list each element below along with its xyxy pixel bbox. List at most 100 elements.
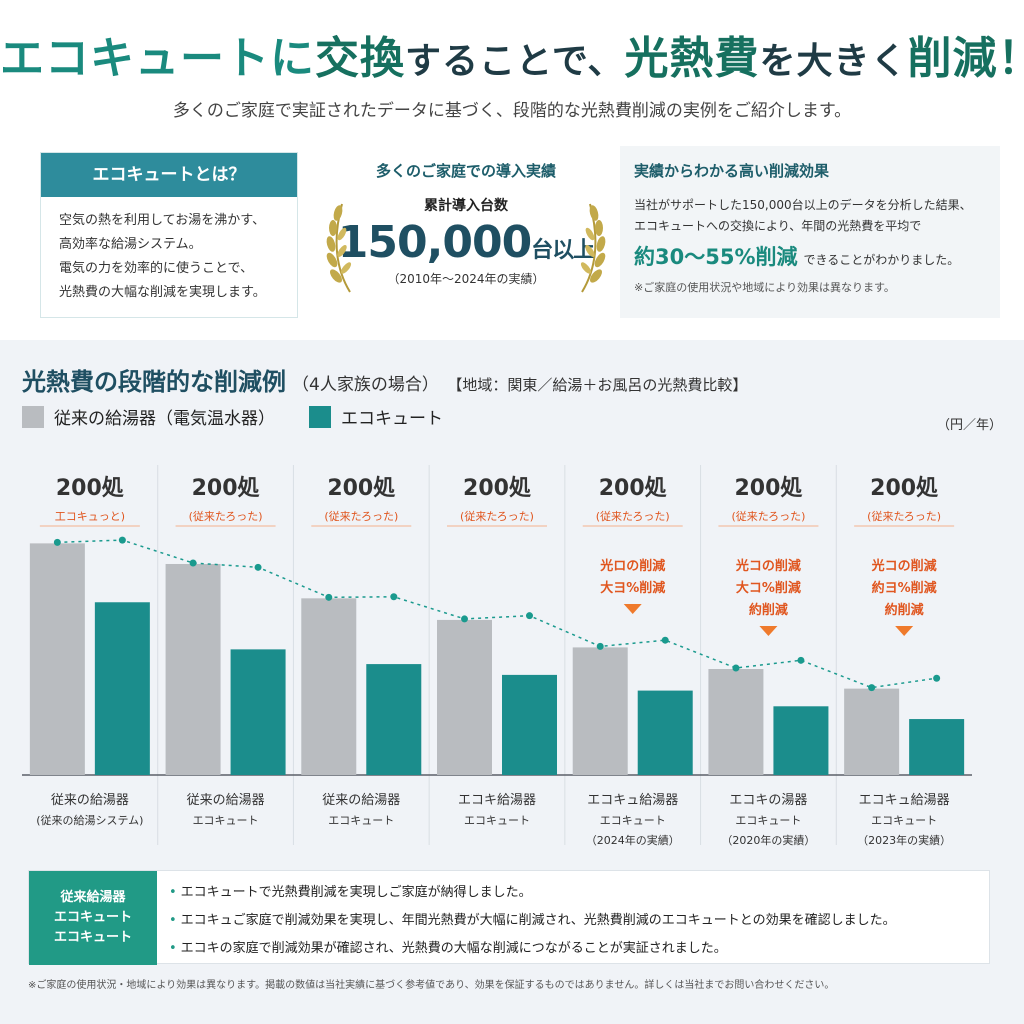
legend-swatch-ecocute [309, 405, 331, 428]
chart-legend: 従来の給湯器（電気温水器） エコキュート [22, 404, 443, 429]
x-axis-label: （2023年の実績） [857, 833, 951, 847]
x-axis-label: (従来の給湯システム) [36, 813, 143, 827]
headline-part-3: することで、 [405, 41, 625, 82]
info-card-body: 空気の熱を利用してお湯を沸かす、 高効率な給湯システム。 電気の力を効率的に使う… [41, 197, 297, 305]
bar-value-label: 200処 [463, 475, 531, 501]
chart-title-main: 光熱費の段階的な削減例 [22, 368, 286, 396]
callout-arrow-icon [759, 626, 778, 636]
trend-point [797, 656, 805, 664]
chart-title-sub: （4人家族の場合） [292, 375, 439, 395]
callout-arrow-icon [623, 604, 642, 614]
summary-tag: 従来給湯器 エコキュート エコキュート [29, 871, 157, 965]
headline-part-6: 削減！ [907, 33, 1024, 84]
bar-ecocute [366, 664, 422, 775]
bar-ecocute [230, 649, 286, 775]
legend-label-ecocute: エコキュート [341, 409, 443, 429]
x-axis-label: 従来の給湯器 [51, 793, 129, 808]
x-axis-label: エコキ給湯器 [458, 793, 536, 808]
bar-ecocute [637, 690, 693, 775]
x-axis-label: エコキュ給湯器 [859, 793, 950, 808]
savings-callout-text: 光コの削減 [735, 558, 801, 574]
summary-list: エコキュートで光熱費削減を実現しご家庭が納得しました。 エコキュご家庭で削減効果… [169, 879, 979, 963]
bar-conventional [165, 563, 221, 775]
trend-point [661, 636, 669, 644]
x-axis-label: エコキュート [600, 814, 666, 827]
trend-point [596, 642, 604, 650]
summary-tag-line: エコキュート [53, 910, 132, 925]
bar-conventional [708, 669, 764, 775]
savings-callout-text: 光ロの削減 [599, 558, 665, 574]
results-card-note: ※ご家庭の使用状況や地域により効果は異なります。 [634, 281, 895, 294]
trend-point [53, 538, 61, 546]
install-stats-number: 150,000 [337, 217, 532, 268]
bar-ecocute [502, 674, 557, 775]
trend-line [57, 539, 937, 689]
summary-box: 従来給湯器 エコキュート エコキュート エコキュートで光熱費削減を実現しご家庭が… [28, 870, 990, 965]
x-axis-label: エコキュート [871, 814, 937, 827]
x-axis-label: 従来の給湯器 [187, 793, 265, 808]
info-card-line: 光熱費の大幅な削減を実現します。 [59, 285, 266, 300]
page-subtitle: 多くのご家庭で実証されたデータに基づく、段階的な光熱費削減の実例をご紹介します。 [172, 101, 852, 121]
laurel-right-icon [580, 203, 606, 293]
bar-value-sublabel: (従来たろった) [867, 510, 941, 523]
x-axis-label: エコキュート [193, 814, 259, 827]
results-card-highlight: 約30〜55%削減 [634, 245, 798, 269]
summary-item: エコキュートで光熱費削減を実現しご家庭が納得しました。 [169, 879, 979, 907]
trend-point [868, 684, 876, 692]
chart-title-note: 【地域：関東／給湯＋お風呂の光熱費比較】 [454, 376, 748, 394]
x-axis-label: （2024年の実績） [586, 833, 680, 847]
bar-conventional [29, 543, 85, 775]
info-card: エコキュートとは？ 空気の熱を利用してお湯を沸かす、 高効率な給湯システム。 電… [40, 152, 298, 318]
chart-title: 光熱費の段階的な削減例 （4人家族の場合） 【地域：関東／給湯＋お風呂の光熱費比較】 [22, 362, 747, 397]
trend-point [461, 615, 468, 623]
headline-part-5: を大きく [759, 41, 908, 82]
legend-item-ecocute: エコキュート [309, 404, 443, 429]
bar-value-sublabel: (従来たろった) [189, 510, 263, 523]
bar-conventional [572, 647, 628, 775]
info-card-title: エコキュートとは？ [41, 153, 297, 197]
savings-callout-text: 約削減 [749, 602, 788, 618]
install-stats-unit: 台以上 [531, 238, 595, 263]
bar-value-sublabel: (従来たろった) [460, 510, 534, 523]
savings-callout-text: 約削減 [885, 602, 924, 618]
bar-value-label: 200処 [599, 475, 667, 501]
install-stats-title: 多くのご家庭での導入実績 [375, 162, 556, 180]
bar-value-label: 200処 [734, 475, 802, 501]
page-headline: エコキュートに交換することで、光熱費を大きく削減！ [0, 22, 1024, 86]
results-card: 実績からわかる高い削減効果 当社がサポートした150,000台以上のデータを分析… [620, 146, 1000, 318]
legend-item-conventional: 従来の給湯器（電気温水器） [22, 404, 275, 429]
results-card-body: 当社がサポートした150,000台以上のデータを分析した結果、 エコキュートへの… [634, 195, 986, 237]
install-stats: 多くのご家庭での導入実績 累計導入台数 150,000台以上 （2010年〜20… [318, 160, 614, 310]
bar-value-label: 200処 [56, 475, 124, 501]
info-card-line: 高効率な給湯システム。 [59, 237, 202, 252]
chart-section: 200処 工コキュっと) 従来の給湯器 (従来の給湯システム) 200処 (従来たろった)… [0, 340, 1024, 1024]
bar-value-sublabel: (従来たろった) [731, 510, 805, 523]
info-card-line: 電気の力を効率的に使うことで、 [59, 261, 254, 276]
trend-point [254, 563, 262, 571]
headline-part-1: エコキュートに [0, 33, 315, 84]
bar-conventional [844, 688, 900, 775]
savings-callout-text: 大コ%削減 [736, 580, 801, 596]
summary-item: エコキの家庭で削減効果が確認され、光熱費の大幅な削減につながることが実証されまし… [169, 935, 979, 963]
summary-item: エコキュご家庭で削減効果を実現し、年間光熱費が大幅に削減され、光熱費削減のエコキ… [169, 907, 979, 935]
results-card-highlight-suffix: できることがわかりました。 [803, 253, 960, 267]
bar-ecocute [909, 719, 965, 775]
x-axis-label: エコキュート [735, 814, 801, 827]
trend-point [933, 674, 941, 682]
x-axis-label: エコキュート [328, 814, 394, 827]
trend-point [189, 559, 197, 567]
bar-conventional [301, 598, 357, 775]
install-stats-value: 150,000台以上 [318, 217, 614, 268]
results-card-line: エコキュートへの交換により、年間の光熱費を平均で [634, 219, 922, 233]
x-axis-label: エコキュート [464, 814, 530, 827]
headline-part-2: 交換 [315, 33, 405, 84]
savings-callout-text: 大ヨ%削減 [600, 580, 665, 596]
x-axis-label: 従来の給湯器 [322, 793, 400, 808]
install-stats-label: 累計導入台数 [424, 198, 508, 214]
legend-swatch-conventional [22, 405, 44, 428]
summary-tag-line: エコキュート [53, 930, 132, 945]
x-axis-label: エコキュ給湯器 [587, 793, 678, 808]
callout-arrow-icon [895, 626, 914, 636]
trend-point [732, 664, 740, 672]
footnote: ※ご家庭の使用状況・地域により効果は異なります。掲載の数値は当社実績に基づく参考… [28, 980, 835, 991]
